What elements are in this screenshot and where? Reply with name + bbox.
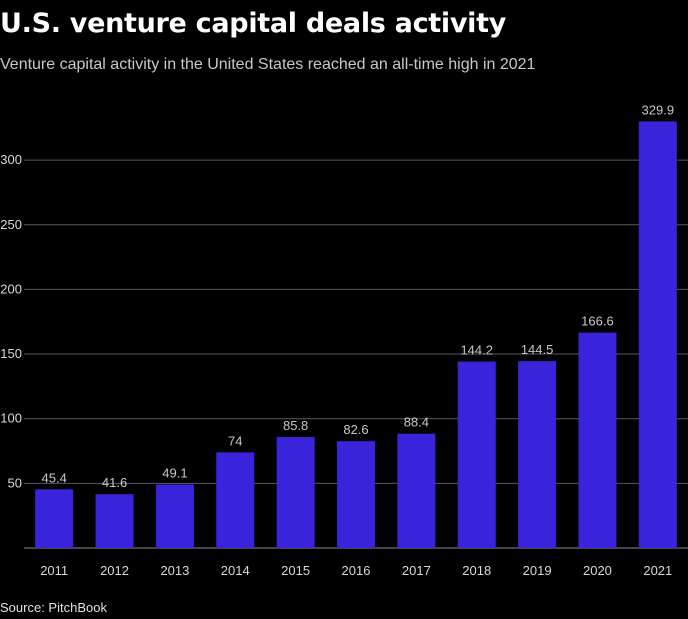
data-label: 45.4 [42, 470, 67, 485]
x-tick-label: 2019 [523, 563, 552, 578]
data-label: 144.5 [521, 342, 554, 357]
bar [578, 332, 617, 548]
bar [216, 452, 255, 548]
bars [35, 121, 677, 548]
x-tick-label: 2012 [100, 563, 129, 578]
bar [638, 121, 677, 548]
x-tick-label: 2013 [160, 563, 189, 578]
data-labels: 45.4 41.6 49.1 74 85.8 82.6 88.4 144.2 144.5 166.… [42, 102, 675, 490]
chart-title: U.S. venture capital deals activity [0, 8, 506, 39]
x-tick-label: 2016 [342, 563, 371, 578]
x-tick-label: 2014 [221, 563, 250, 578]
x-tick-label: 2018 [462, 563, 491, 578]
data-label: 82.6 [343, 422, 368, 437]
bar [155, 484, 194, 548]
source-note: Source: PitchBook [0, 600, 107, 615]
data-label: 74 [228, 433, 242, 448]
bar [95, 494, 134, 548]
bar [337, 441, 375, 548]
y-tick-label: 300 [0, 152, 22, 167]
x-axis-ticks: 2011 2012 2013 2014 2015 2016 2017 2018 2019 2020… [40, 563, 672, 578]
data-label: 329.9 [642, 102, 675, 117]
bar [457, 361, 496, 548]
data-label: 166.6 [581, 314, 614, 329]
y-tick-label: 100 [0, 411, 22, 426]
data-label: 144.2 [460, 343, 493, 358]
data-label: 41.6 [102, 475, 127, 490]
data-label: 85.8 [283, 418, 308, 433]
x-tick-label: 2020 [583, 563, 612, 578]
bar [397, 433, 436, 548]
bar [35, 489, 74, 548]
bar [276, 437, 315, 548]
x-tick-label: 2017 [402, 563, 431, 578]
x-tick-label: 2021 [643, 563, 672, 578]
y-tick-label: 150 [0, 346, 22, 361]
bar [518, 361, 557, 548]
data-label: 49.1 [162, 466, 187, 481]
y-tick-label: 200 [0, 281, 22, 296]
chart-subtitle: Venture capital activity in the United S… [0, 56, 536, 73]
x-tick-label: 2015 [281, 563, 310, 578]
y-axis-ticks: 50 100 150 200 250 300 [0, 152, 22, 490]
y-tick-label: 50 [8, 475, 22, 490]
y-tick-label: 250 [0, 217, 22, 232]
data-label: 88.4 [404, 415, 429, 430]
x-tick-label: 2011 [40, 563, 68, 578]
